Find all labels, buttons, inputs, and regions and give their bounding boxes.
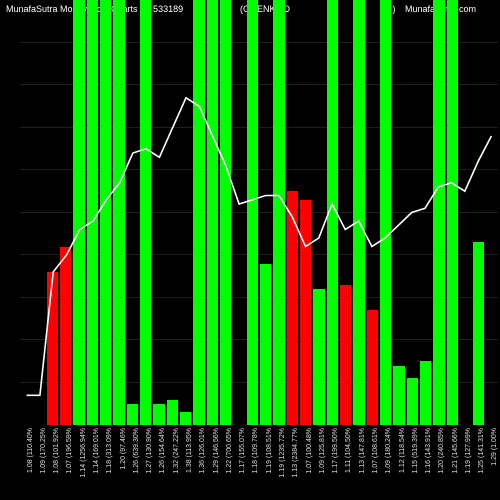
bar [433, 0, 444, 425]
bar [287, 191, 298, 425]
bar [167, 400, 178, 426]
bar [273, 0, 284, 425]
bar [87, 0, 98, 425]
bar [327, 0, 338, 425]
bar [47, 272, 58, 425]
x-axis-labels: 1.08 (110.40%1.09 (170.25%1.08 (101.92%1… [20, 428, 498, 498]
bar [393, 366, 404, 426]
bar [180, 412, 191, 425]
money-flow-chart [20, 0, 498, 425]
bar [367, 310, 378, 425]
bar [207, 0, 218, 425]
bar [407, 378, 418, 425]
bar-series [20, 0, 498, 425]
bar [247, 0, 258, 425]
bar [380, 0, 391, 425]
bar [473, 242, 484, 425]
bar [153, 404, 164, 425]
bar [260, 264, 271, 426]
bar [60, 247, 71, 426]
bar [113, 0, 124, 425]
bar [300, 200, 311, 425]
bar [140, 0, 151, 425]
bar [73, 0, 84, 425]
bar [353, 0, 364, 425]
bar [193, 0, 204, 425]
bar [220, 0, 231, 425]
x-axis-label: 1.29 (1.00% [491, 428, 498, 466]
bar [340, 285, 351, 425]
bar [313, 289, 324, 425]
bar [447, 0, 458, 425]
bar [420, 361, 431, 425]
bar [127, 404, 138, 425]
bar [100, 0, 111, 425]
